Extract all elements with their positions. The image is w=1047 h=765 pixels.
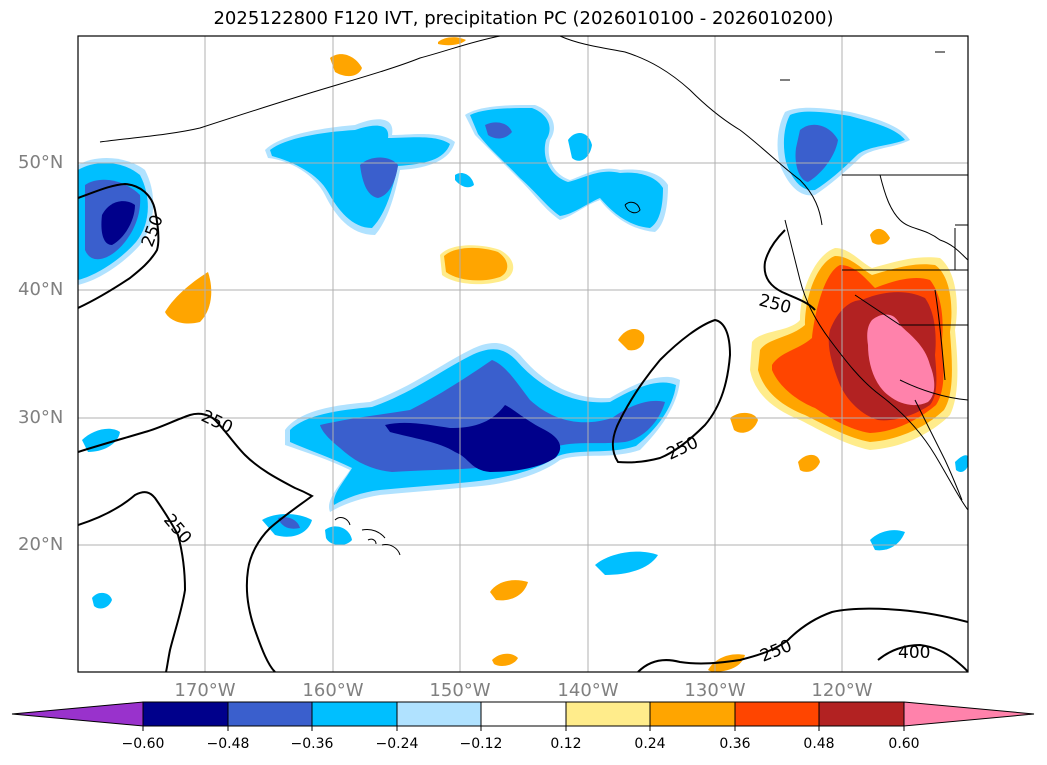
contour-label: 250 bbox=[664, 433, 702, 465]
pc-positive-blob-7 bbox=[490, 580, 528, 601]
map-title: 2025122800 F120 IVT, precipitation PC (2… bbox=[213, 8, 834, 29]
pc-negative-north-2b bbox=[470, 108, 663, 228]
pc-negative-north-1b bbox=[270, 125, 450, 228]
ivt-contours bbox=[78, 182, 968, 672]
lat-label-30n: 30°N bbox=[18, 407, 64, 428]
colorbar-tick-label: 0.60 bbox=[888, 736, 920, 752]
colorbar bbox=[11, 701, 1035, 731]
pc-positive-blob-11 bbox=[438, 37, 466, 46]
pc-negative-blob-7 bbox=[92, 592, 112, 609]
contour-label: 250 bbox=[198, 406, 236, 438]
contour-label: 250 bbox=[757, 636, 795, 667]
colorbar-tick-label: −0.36 bbox=[290, 736, 334, 752]
pc-negative-band-mid bbox=[320, 360, 665, 472]
pc-negative-blob-4 bbox=[325, 526, 352, 546]
lon-label-140w: 140°W bbox=[557, 680, 619, 701]
pc-negative-north-1c bbox=[360, 157, 398, 198]
coastlines bbox=[99, 36, 968, 556]
pc-negative-blob-6 bbox=[870, 530, 905, 551]
pc-positive-blob-8 bbox=[708, 654, 745, 672]
pc-positive-blob-10 bbox=[870, 228, 890, 245]
colorbar-tick-label: 0.48 bbox=[803, 736, 835, 752]
pc-pink-california bbox=[867, 314, 935, 406]
colorbar-tick-label: −0.12 bbox=[459, 736, 503, 752]
lat-label-50n: 50°N bbox=[18, 152, 64, 173]
contour-label: 400 bbox=[898, 643, 930, 663]
colorbar-tick-label: −0.24 bbox=[375, 736, 419, 752]
pc-positive-blob-4 bbox=[618, 328, 645, 351]
pc-negative-blob-5 bbox=[595, 551, 658, 575]
colorbar-tick-label: −0.60 bbox=[121, 736, 165, 752]
pc-negative-north-3 bbox=[568, 133, 592, 161]
colorbar-extend-high bbox=[903, 701, 1035, 727]
colorbar-tick-label: 0.24 bbox=[634, 736, 666, 752]
lon-label-120w: 120°W bbox=[811, 680, 873, 701]
pc-positive-blob-3 bbox=[330, 54, 362, 77]
colorbar-extend-low bbox=[11, 701, 144, 727]
pc-negative-pnw-c bbox=[795, 124, 838, 182]
pc-negative-north-2c bbox=[485, 122, 512, 139]
pc-negative-blob-8 bbox=[955, 455, 968, 472]
pc-negative-blob-9 bbox=[455, 173, 474, 188]
pc-negative-west-d bbox=[101, 201, 135, 245]
map-frame bbox=[77, 35, 969, 673]
pc-positive-blob-9 bbox=[492, 653, 518, 666]
colorbar-tick-label: −0.48 bbox=[206, 736, 250, 752]
lat-label-40n: 40°N bbox=[18, 279, 64, 300]
lon-label-170w: 170°W bbox=[174, 680, 236, 701]
colorbar-tick-label: 0.12 bbox=[550, 736, 582, 752]
pc-negative-blob-1 bbox=[82, 428, 120, 452]
lon-label-160w: 160°W bbox=[302, 680, 364, 701]
colorbar-tick-label: 0.36 bbox=[719, 736, 751, 752]
precip-fill-layer bbox=[78, 37, 968, 672]
pc-positive-blob-2 bbox=[165, 272, 212, 324]
pc-positive-blob-5 bbox=[730, 412, 758, 433]
pc-positive-blob-1b bbox=[444, 247, 508, 281]
pc-negative-band-dark bbox=[385, 405, 561, 472]
gridlines bbox=[78, 36, 968, 672]
pc-positive-blob-6 bbox=[798, 454, 820, 472]
lat-label-20n: 20°N bbox=[18, 534, 64, 555]
pc-negative-blob-3 bbox=[278, 517, 300, 529]
lon-label-130w: 130°W bbox=[684, 680, 746, 701]
lon-label-150w: 150°W bbox=[429, 680, 491, 701]
contour-label: 250 bbox=[159, 510, 195, 548]
